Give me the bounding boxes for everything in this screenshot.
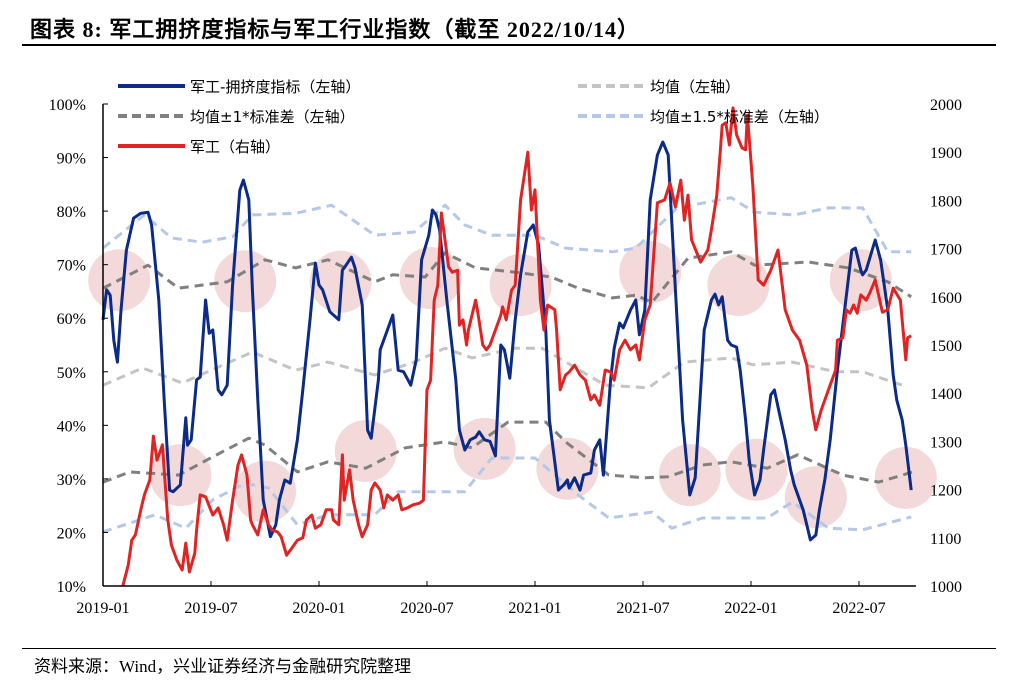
highlight-circle <box>214 250 277 313</box>
highlight-circle <box>707 254 770 317</box>
x-axis-tick-label: 2021-01 <box>508 600 561 617</box>
source-divider <box>22 648 996 649</box>
legend: 军工-拥挤度指标（左轴） 均值（左轴） 均值±1*标准差（左轴） 均值±1.5*标准差… <box>118 78 829 156</box>
right-axis-tick-label: 2000 <box>930 97 962 114</box>
x-axis-tick-label: 2022-01 <box>724 600 777 617</box>
main-lines <box>101 106 913 587</box>
left-axis-tick-label: 80% <box>57 204 86 221</box>
left-axis-tick-label: 90% <box>57 151 86 168</box>
highlight-circle <box>658 444 721 507</box>
right-axis-tick-label: 1400 <box>930 386 962 403</box>
highlight-circle <box>399 247 462 310</box>
legend-label-mean: 均值（左轴） <box>650 78 740 96</box>
left-axis-tick-label: 30% <box>57 472 86 489</box>
series-line-crowding-0 <box>101 140 913 542</box>
highlight-circles <box>88 241 937 529</box>
right-axis-tick-label: 1900 <box>930 145 962 162</box>
left-axis-tick-label: 50% <box>57 365 86 382</box>
right-axis-tick-label: 1000 <box>930 579 962 596</box>
legend-label-sd15: 均值±1.5*标准差（左轴） <box>650 108 829 126</box>
x-axis-tick-label: 2020-01 <box>292 600 345 617</box>
left-axis-tick-label: 40% <box>57 418 86 435</box>
source-note: 资料来源：Wind，兴业证券经济与金融研究院整理 <box>34 657 412 676</box>
series-line-index-6 <box>121 106 912 587</box>
left-axis-tick-label: 20% <box>57 525 86 542</box>
right-axis-tick-label: 1700 <box>930 242 962 259</box>
right-axis-tick-label: 1800 <box>930 193 962 210</box>
right-axis-tick-label: 1200 <box>930 483 962 500</box>
left-axis-tick-label: 100% <box>49 97 86 114</box>
highlight-circle <box>725 438 788 501</box>
highlight-circle <box>874 446 937 509</box>
left-axis-tick-label: 70% <box>57 258 86 275</box>
chart-title: 图表 8: 军工拥挤度指标与军工行业指数（截至 2022/10/14） <box>30 17 641 42</box>
left-axis-tick-label: 10% <box>57 579 86 596</box>
highlight-circle <box>784 466 847 529</box>
series-line-sd1-3 <box>102 420 914 484</box>
legend-label-crowding: 军工-拥挤度指标（左轴） <box>190 78 360 96</box>
axes: 10% 20% 30% 40% 50% 60% 70% 80% 90% 100% 1000 1100 1… <box>49 97 962 617</box>
right-axis-tick-label: 1300 <box>930 434 962 451</box>
right-axis-tick-label: 1600 <box>930 290 962 307</box>
title-divider <box>22 44 996 46</box>
series-line-sd15-4 <box>102 196 912 254</box>
legend-label-sd1: 均值±1*标准差（左轴） <box>190 108 355 126</box>
left-axis-tick-label: 60% <box>57 311 86 328</box>
x-axis-tick-label: 2019-07 <box>184 600 237 617</box>
x-axis-tick-label: 2020-07 <box>400 600 453 617</box>
series-line-mean-1 <box>102 346 903 390</box>
right-axis-tick-label: 1100 <box>930 531 961 548</box>
x-axis-tick-label: 2019-01 <box>76 600 129 617</box>
x-axis-tick-label: 2022-07 <box>832 600 885 617</box>
right-axis-tick-label: 1500 <box>930 338 962 355</box>
highlight-circle <box>453 417 516 480</box>
legend-label-index: 军工（右轴） <box>190 138 280 156</box>
x-axis-tick-label: 2021-07 <box>616 600 669 617</box>
